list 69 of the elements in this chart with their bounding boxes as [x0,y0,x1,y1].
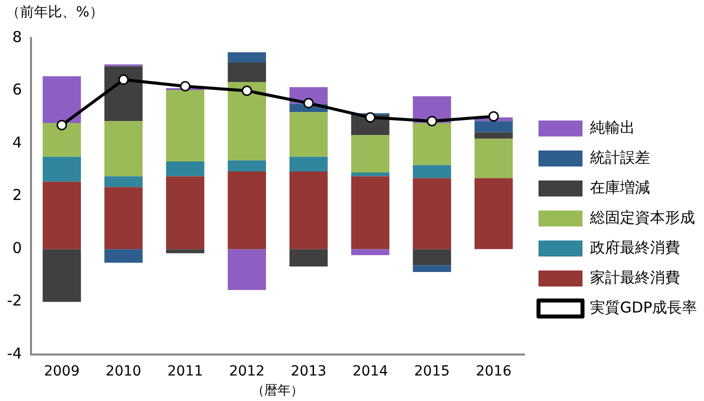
point [242,86,252,96]
y-tick-label: 6 [12,80,22,99]
y-tick-label: -4 [6,344,22,362]
bar [289,172,328,250]
y-tick-label: -2 [6,292,22,310]
bar [42,122,81,157]
x-tick-label: 2013 [290,364,326,380]
legend-label: 家計最終消費 [590,268,680,286]
point [365,112,376,123]
bar [228,82,266,160]
y-tick-label: 8 [12,28,22,46]
bar [228,172,266,250]
legend-label: 在庫増減 [590,178,650,196]
bar [104,121,143,176]
bar [412,122,452,166]
bar [351,135,390,173]
y-tick-label: 2 [12,186,22,204]
bar [289,112,328,157]
y-tick-label: 0 [12,238,22,257]
bar [289,249,328,266]
bar [474,138,513,178]
bar [228,62,266,82]
bar [228,52,266,63]
bar [42,156,81,182]
bar [412,178,452,250]
legend-label: 実質GDP成長率 [590,298,698,316]
bar [166,249,204,254]
bar [104,66,143,122]
bar [351,249,390,256]
x-tick-label: 2012 [229,364,265,380]
bar [104,176,143,188]
y-axis-title: （前年比、%） [6,4,104,21]
x-tick-label: 2009 [44,364,80,380]
y-tick-label: 4 [12,133,22,152]
bar [42,249,81,302]
x-tick-label: 2015 [414,364,450,380]
x-tick-label: 2011 [167,364,204,380]
bar [351,176,390,250]
point [426,116,438,126]
bar [474,178,513,250]
bar [474,121,513,132]
legend-label: 政府最終消費 [590,238,680,256]
x-tick-label: 2016 [476,364,512,380]
bar [42,182,81,250]
point [118,74,129,85]
point [180,81,190,92]
legend-label: 統計誤差 [590,148,650,166]
bar [228,249,266,290]
legend-label: 純輸出 [590,118,635,136]
point [488,111,499,122]
bar [412,165,452,178]
x-tick-label: 2014 [352,364,388,380]
bar [104,249,143,263]
bar [166,176,204,250]
bar [412,249,452,266]
x-axis-title: （暦年） [252,384,304,399]
bar [166,90,204,162]
point [56,120,68,130]
point [303,98,314,108]
bar [104,187,143,250]
x-tick-label: 2010 [106,364,142,380]
legend-label: 総固定資本形成 [589,208,695,226]
bar [412,265,452,272]
bar [474,132,513,139]
bar [42,76,81,123]
bar [228,160,266,172]
bar [289,156,328,172]
bar [351,172,390,176]
bar [166,161,204,176]
